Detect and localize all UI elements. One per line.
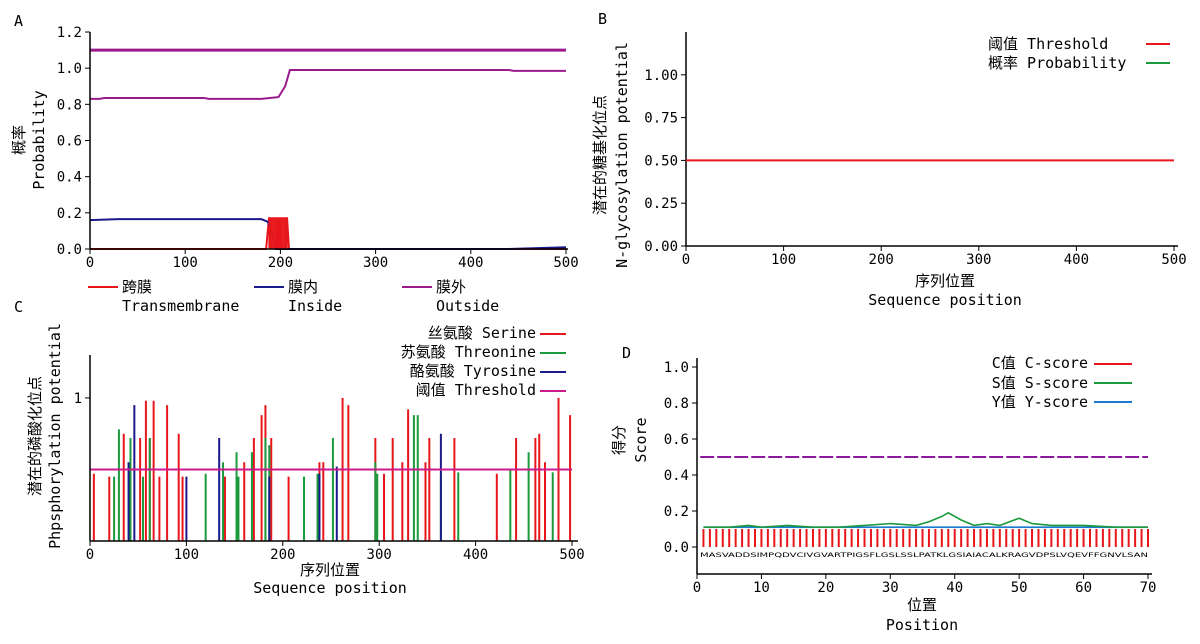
panel-d-series — [700, 456, 1149, 547]
panel-a-line-transmembrane — [90, 217, 566, 250]
legend-tyrosine: 酪氨酸 Tyrosine — [410, 362, 536, 380]
panel-a-ylabel-en: Probability — [30, 90, 48, 189]
panel-b-ytick-label: 0.75 — [644, 111, 678, 127]
panel-d-sequence: MASVADDSIMPQDVCIVGVARTPIGSFLGSLSSLPATKLG… — [700, 552, 1148, 559]
panel-label-d: D — [622, 344, 631, 362]
panel-b-chart: 0 100 200 300 400 500 0.00 0.25 0.50 0.75 1.00 潜在的… — [591, 32, 1187, 309]
panel-b-ticks: 0 100 200 300 400 500 0.00 0.25 0.50 0.75 1.00 — [644, 68, 1186, 268]
panel-c-chart: 0 100 200 300 400 500 1 潜在的磷酸化位点 Phpsphorylati… — [26, 323, 585, 597]
panel-a-ytick-label: 0.6 — [57, 134, 82, 150]
panel-a-chart: 0 100 200 300 400 500 0.0 0.2 0.4 0.6 0.8 1.0 1.2 概率… — [10, 25, 579, 315]
panel-a-xtick-label: 400 — [458, 255, 483, 271]
panel-c-xtick-label: 400 — [463, 547, 488, 563]
panel-b-xtick-label: 300 — [966, 252, 991, 268]
panel-d-xtick-label: 50 — [1011, 580, 1028, 596]
panel-a-xtick-label: 100 — [173, 255, 198, 271]
panel-c-xtick-label: 0 — [86, 547, 94, 563]
panel-d-xtick-label: 30 — [882, 580, 899, 596]
panel-c-xtick-label: 100 — [174, 547, 199, 563]
panel-d-chart: 0 10 20 30 40 50 60 70 0.0 0.2 0.4 0.6 0.8 1.0 MASVAD… — [610, 354, 1156, 634]
panel-b-xtick-label: 0 — [682, 252, 690, 268]
panel-d-ticks: 0 10 20 30 40 50 60 70 0.0 0.2 0.4 0.6 0.8 1.0 — [664, 360, 1157, 596]
panel-c-xtick-label: 200 — [270, 547, 295, 563]
panel-d-xlabel-zh: 位置 — [907, 596, 937, 614]
panel-c-xtick-label: 500 — [559, 547, 584, 563]
panel-d-xtick-label: 20 — [817, 580, 834, 596]
panel-a-xtick-label: 0 — [86, 255, 94, 271]
panel-c-ticks: 0 100 200 300 400 500 1 — [74, 391, 585, 563]
panel-b-xtick-label: 200 — [869, 252, 894, 268]
panel-b-legend: 阈值 Threshold 概率 Probability — [988, 35, 1170, 72]
panel-d-ylabel-en: Score — [632, 417, 650, 462]
panel-d-ytick-label: 1.0 — [664, 360, 689, 376]
panel-c-ylabel-zh: 潜在的磷酸化位点 — [26, 376, 44, 496]
legend-probability-b: 概率 Probability — [988, 54, 1126, 72]
panel-b-ylabel-en: N-glycosylation potential — [613, 42, 631, 268]
panel-a-ytick-label: 0.4 — [57, 170, 82, 186]
panel-a-ytick-label: 1.0 — [57, 61, 82, 77]
panel-d-line-s-score — [703, 511, 1148, 529]
legend-threshold-b: 阈值 Threshold — [988, 35, 1108, 53]
panel-a-xtick-label: 300 — [363, 255, 388, 271]
panel-d-legend: C值 C-score S值 S-score Y值 Y-score — [992, 354, 1132, 411]
legend-serine: 丝氨酸 Serine — [428, 324, 536, 342]
legend-inside-en: Inside — [288, 297, 342, 315]
panel-label-b: B — [598, 10, 607, 28]
legend-threshold-c: 阈值 Threshold — [416, 381, 536, 399]
panel-d-ytick-label: 0.0 — [664, 540, 689, 556]
panel-c-ylabel-en: Phpsphorylation potential — [46, 323, 64, 549]
panel-b-xlabel-zh: 序列位置 — [915, 272, 975, 290]
panel-a-ytick-label: 0.8 — [57, 97, 82, 113]
panel-a-ytick-label: 1.2 — [57, 25, 82, 41]
panel-b-ytick-label: 0.00 — [644, 239, 678, 255]
panel-a-legend: 跨膜 Transmembrane 膜内 Inside 膜外 Outside — [88, 278, 499, 315]
panel-d-ytick-label: 0.4 — [664, 468, 689, 484]
panel-c-legend: 丝氨酸 Serine 苏氨酸 Threonine 酪氨酸 Tyrosine 阈值… — [401, 324, 566, 399]
panel-b-ylabel-zh: 潜在的糖基化位点 — [591, 95, 609, 215]
panel-d-ytick-label: 0.2 — [664, 504, 689, 520]
panel-d-xtick-label: 70 — [1140, 580, 1157, 596]
panel-d-ytick-label: 0.8 — [664, 396, 689, 412]
panel-d-ytick-label: 0.6 — [664, 432, 689, 448]
panel-b-xtick-label: 400 — [1064, 252, 1089, 268]
panel-b-xtick-label: 500 — [1161, 252, 1186, 268]
panel-a-ytick-label: 0.0 — [57, 242, 82, 258]
legend-c-score: C值 C-score — [992, 354, 1088, 372]
panel-a-line-inside — [89, 218, 567, 250]
panel-c-ytick-label: 1 — [74, 391, 82, 407]
panel-d-xtick-label: 60 — [1075, 580, 1092, 596]
legend-outside-en: Outside — [436, 297, 499, 315]
panel-b-ytick-label: 0.50 — [644, 153, 678, 169]
panel-c-bars — [90, 397, 572, 541]
panel-d-xtick-label: 10 — [753, 580, 770, 596]
panel-a-ytick-label: 0.2 — [57, 206, 82, 222]
panel-a-series — [89, 48, 567, 250]
panel-b-xtick-label: 100 — [771, 252, 796, 268]
legend-y-score: Y值 Y-score — [992, 393, 1088, 411]
legend-outside-zh: 膜外 — [436, 278, 466, 296]
panel-label-a: A — [14, 12, 23, 30]
panel-a-line-outside — [90, 68, 566, 100]
panel-a-ylabel-zh: 概率 — [10, 125, 28, 155]
panel-b-ytick-label: 0.25 — [644, 196, 678, 212]
panel-c-xlabel-en: Sequence position — [253, 579, 407, 597]
panel-d-ylabel-zh: 得分 — [610, 425, 628, 455]
panel-d-xlabel-en: Position — [886, 616, 958, 634]
legend-transmembrane-en: Transmembrane — [122, 297, 239, 315]
panel-c-xlabel-zh: 序列位置 — [300, 561, 360, 579]
panel-b-ytick-label: 1.00 — [644, 68, 678, 84]
legend-transmembrane-zh: 跨膜 — [122, 278, 152, 296]
panel-d-xtick-label: 0 — [693, 580, 701, 596]
panel-c-xtick-label: 300 — [367, 547, 392, 563]
panel-a-ticks: 0 100 200 300 400 500 0.0 0.2 0.4 0.6 0.8 1.0 1.2 — [57, 25, 579, 271]
panel-a-xtick-label: 200 — [268, 255, 293, 271]
legend-threonine: 苏氨酸 Threonine — [401, 343, 536, 361]
panel-b-xlabel-en: Sequence position — [868, 291, 1022, 309]
legend-s-score: S值 S-score — [992, 374, 1088, 392]
panel-a-xtick-label: 500 — [553, 255, 578, 271]
legend-inside-zh: 膜内 — [288, 278, 318, 296]
panel-d-xtick-label: 40 — [946, 580, 963, 596]
panel-label-c: C — [14, 298, 23, 316]
